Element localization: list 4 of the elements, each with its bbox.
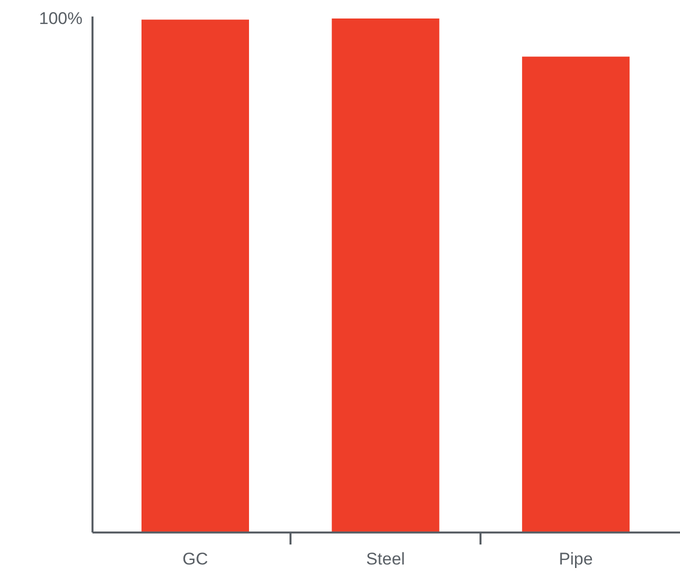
x-tick-label: GC xyxy=(182,550,208,568)
x-tick-label: Pipe xyxy=(558,550,593,568)
text: 100% xyxy=(39,9,83,28)
x-tick-label: Steel xyxy=(366,550,405,568)
